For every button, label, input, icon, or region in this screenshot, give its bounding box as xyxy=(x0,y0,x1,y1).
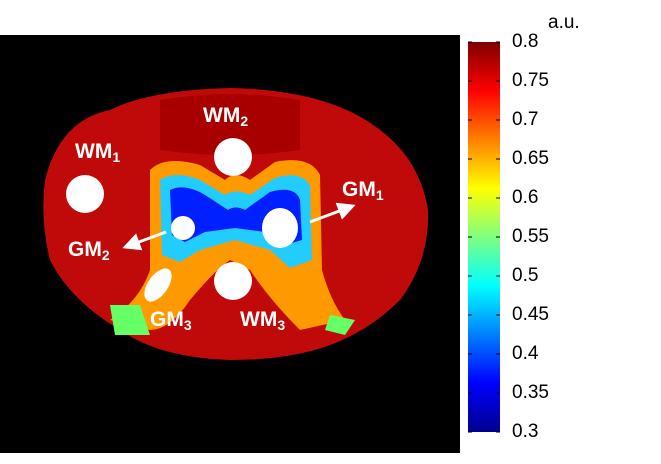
white-matter-dark xyxy=(160,94,300,155)
colorbar-tick-label: 0.75 xyxy=(512,70,549,91)
arrow-gm1 xyxy=(309,202,356,224)
colorbar-tick-label: 0.6 xyxy=(512,187,539,208)
roi-gm2 xyxy=(171,216,195,240)
label-wm1: WM1 xyxy=(75,140,121,165)
label-wm3: WM3 xyxy=(240,308,286,333)
label-wm2: WM2 xyxy=(203,104,249,129)
colorbar-unit: a.u. xyxy=(548,12,580,33)
label-gm2: GM2 xyxy=(68,238,110,263)
roi-wm2 xyxy=(214,138,252,176)
colorbar-tick-label: 0.4 xyxy=(512,343,539,364)
roi-wm3 xyxy=(214,262,252,300)
label-gm3: GM3 xyxy=(150,308,192,333)
roi-gm3 xyxy=(144,268,172,302)
colorbar-tick-label: 0.35 xyxy=(512,382,549,403)
arrow-gm2 xyxy=(122,230,167,251)
colorbar-tick-label: 0.45 xyxy=(512,304,549,325)
colorbar xyxy=(468,42,500,432)
colorbar-tick-label: 0.5 xyxy=(512,265,539,286)
colorbar-tick-label: 0.8 xyxy=(512,31,539,52)
roi-gm1 xyxy=(262,208,298,248)
colorbar-tick-label: 0.3 xyxy=(512,421,539,442)
colorbar-ticks xyxy=(468,41,500,433)
colorbar-tick-label: 0.65 xyxy=(512,148,549,169)
colorbar-tick-label: 0.55 xyxy=(512,226,549,247)
colorbar-tick-label: 0.7 xyxy=(512,109,539,130)
label-gm1: GM1 xyxy=(342,178,384,203)
roi-wm1 xyxy=(66,175,104,213)
